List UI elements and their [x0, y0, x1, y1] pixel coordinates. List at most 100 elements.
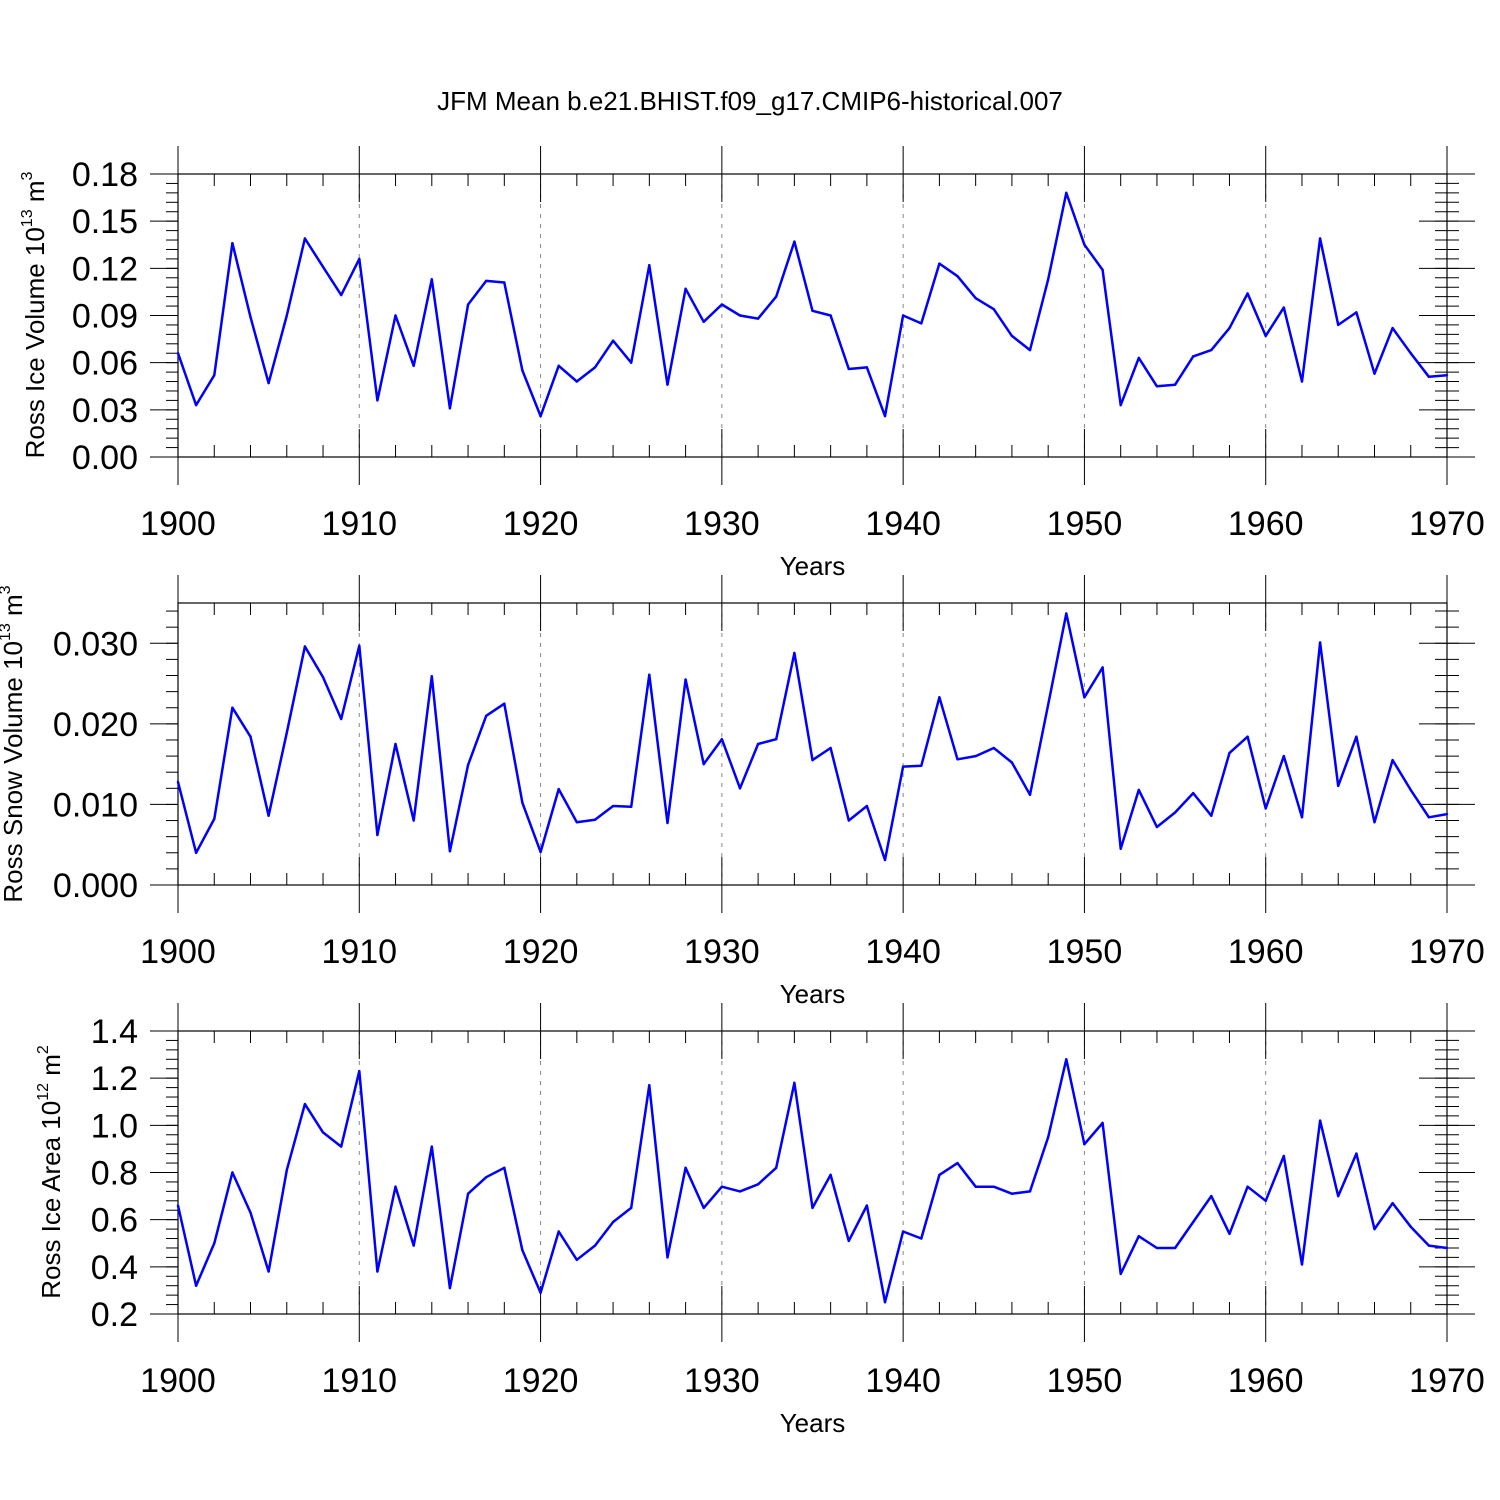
data-point	[684, 678, 687, 681]
x-tick-label: 1960	[1228, 1362, 1304, 1400]
data-point	[611, 1220, 615, 1224]
data-point	[1300, 380, 1304, 383]
y-tick-label: 0.030	[53, 625, 138, 663]
data-point	[1282, 306, 1286, 309]
data-point	[484, 279, 488, 283]
data-point	[775, 1166, 778, 1169]
y-tick-label: 0.000	[53, 867, 138, 905]
data-point	[865, 1204, 869, 1207]
data-point	[213, 1242, 216, 1245]
data-point	[956, 1161, 959, 1165]
data-point	[666, 1256, 669, 1259]
data-point	[1046, 703, 1050, 706]
data-point	[376, 1270, 379, 1273]
data-point	[194, 851, 198, 854]
data-point	[702, 320, 705, 323]
data-point	[811, 1206, 814, 1210]
data-point	[1065, 1058, 1068, 1061]
data-point	[1246, 1185, 1249, 1188]
data-point	[1228, 751, 1231, 755]
data-point	[430, 1145, 433, 1148]
x-tick-label: 1920	[503, 1362, 579, 1400]
x-tick-label: 1970	[1409, 933, 1485, 971]
data-point	[321, 265, 325, 268]
data-point	[358, 257, 361, 261]
y-tick-label: 0.09	[72, 298, 138, 336]
data-point	[539, 414, 542, 418]
data-point	[1409, 352, 1412, 355]
data-point	[829, 314, 832, 317]
data-point	[920, 322, 923, 325]
data-point	[811, 758, 814, 762]
data-point	[575, 820, 579, 824]
data-point	[756, 317, 760, 320]
data-point	[285, 314, 288, 317]
data-point	[938, 262, 941, 265]
x-tick-label: 1900	[140, 933, 216, 971]
data-point	[793, 240, 796, 243]
data-point	[1101, 1121, 1104, 1125]
data-point	[557, 364, 560, 368]
data-point	[231, 706, 234, 709]
data-point	[901, 765, 905, 768]
data-point	[901, 1230, 905, 1233]
data-point	[992, 746, 995, 750]
data-point	[1391, 758, 1394, 762]
data-point	[358, 1069, 361, 1073]
data-point	[1318, 641, 1322, 644]
data-point	[1282, 1154, 1286, 1158]
data-point	[321, 1131, 325, 1134]
data-point	[484, 1176, 488, 1179]
data-point	[811, 309, 814, 312]
data-point	[1228, 326, 1231, 330]
data-point	[466, 303, 470, 306]
data-point	[1119, 403, 1122, 407]
data-point	[1300, 816, 1304, 819]
x-tick-label: 1950	[1047, 1362, 1123, 1400]
data-point	[956, 274, 959, 278]
data-point	[1046, 278, 1050, 281]
y-tick-label: 0.00	[72, 439, 138, 477]
data-point	[267, 381, 270, 385]
data-point	[666, 383, 669, 386]
data-point	[865, 366, 869, 369]
data-point	[394, 742, 397, 746]
data-point	[1010, 761, 1014, 764]
data-point	[267, 814, 270, 817]
data-point	[539, 1291, 542, 1294]
data-point	[1355, 311, 1358, 314]
data-point	[231, 1171, 234, 1174]
data-point	[593, 1244, 597, 1247]
x-tick-label: 1970	[1409, 505, 1485, 543]
data-point	[720, 303, 724, 306]
data-point	[521, 1249, 524, 1252]
chart-title: JFM Mean b.e21.BHIST.f09_g17.CMIP6-histo…	[437, 86, 1063, 116]
data-point	[1427, 375, 1431, 379]
data-point	[1355, 1152, 1358, 1155]
data-point	[738, 314, 742, 317]
data-point	[1427, 1244, 1431, 1247]
data-point	[575, 380, 579, 383]
x-axis-label: Years	[780, 1408, 846, 1438]
data-point	[1337, 323, 1340, 327]
data-point	[448, 849, 452, 853]
data-point	[1046, 1135, 1050, 1139]
chart-panel-3: 1900 1910 1920 1930 1940 1950 1960 1970 0.2 0.4 0.…	[35, 1003, 1485, 1438]
data-point	[1173, 1246, 1177, 1250]
data-point	[339, 293, 343, 297]
x-tick-label: 1940	[865, 1362, 941, 1400]
data-point	[1083, 1143, 1086, 1146]
data-point	[448, 1286, 452, 1290]
data-point	[720, 737, 724, 741]
y-tick-label: 1.4	[91, 1013, 138, 1051]
data-point	[376, 833, 379, 837]
data-point	[557, 1230, 560, 1233]
data-point	[1210, 1194, 1213, 1198]
data-point	[829, 1173, 832, 1177]
data-point	[176, 780, 180, 784]
data-point	[539, 850, 542, 854]
data-point	[176, 352, 180, 355]
data-point	[738, 1190, 742, 1193]
data-point	[793, 651, 796, 655]
x-tick-label: 1960	[1228, 933, 1304, 971]
